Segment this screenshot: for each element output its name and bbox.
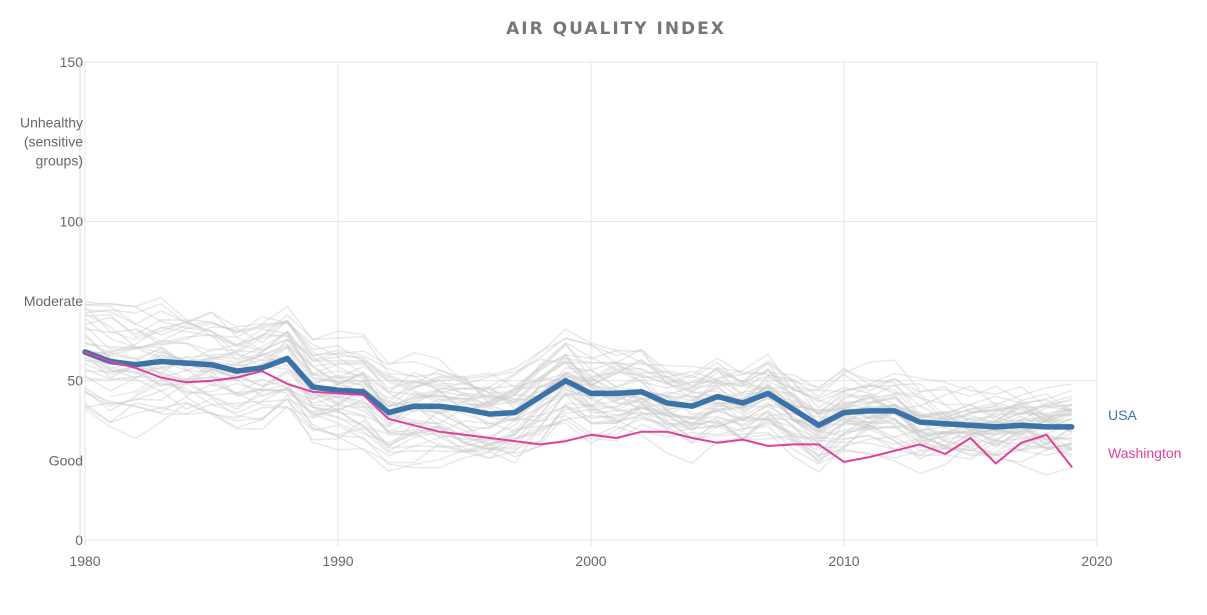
- background-series-line: [84, 389, 1072, 464]
- background-series-line: [84, 314, 1073, 433]
- highlight-series-layer: USA Washington: [82, 349, 1181, 468]
- background-series-line: [84, 331, 1072, 457]
- background-series-line: [84, 305, 1073, 421]
- background-series-line: [135, 361, 1072, 434]
- background-series-line: [84, 313, 1072, 412]
- background-series-line: [84, 342, 1073, 435]
- band-label: Moderate: [24, 293, 83, 309]
- background-series-line: [84, 346, 1072, 440]
- series-label-usa: USA: [1108, 407, 1137, 423]
- background-series-line: [84, 303, 1072, 426]
- band-label: Good: [49, 452, 83, 468]
- background-series-line: [84, 382, 1072, 457]
- y-tick-label: 50: [67, 373, 83, 389]
- x-tick-label: 2020: [1081, 553, 1112, 569]
- axis-layer: 0 50 100 150 1980 1990 2000 2010 2020 Good Moderat…: [20, 54, 1113, 569]
- y-tick-label: 150: [60, 54, 84, 70]
- background-series-line: [84, 316, 1072, 424]
- background-series-line: [135, 320, 1073, 433]
- background-series-line: [84, 386, 1072, 472]
- x-tick-label: 2000: [575, 553, 606, 569]
- background-series-line: [84, 368, 1072, 464]
- background-series-line: [84, 319, 1072, 434]
- background-series-line: [110, 350, 1072, 463]
- background-series-line: [84, 369, 1072, 450]
- background-series-line: [160, 377, 1072, 449]
- background-series-line: [84, 309, 1073, 434]
- background-series-line: [84, 352, 1072, 457]
- band-label: Unhealthy (sensitive groups): [20, 115, 83, 169]
- background-series-line: [84, 326, 1073, 435]
- chart-title: AIR QUALITY INDEX: [506, 19, 726, 39]
- background-series-line: [84, 333, 1072, 434]
- background-series-line: [286, 344, 1073, 424]
- background-series-line: [84, 340, 1072, 451]
- y-tick-label: 0: [75, 532, 83, 548]
- series-line-washington: [84, 351, 1073, 468]
- background-series-line: [84, 296, 1073, 412]
- y-tick-label: 100: [60, 213, 84, 229]
- background-series-line: [135, 379, 1072, 449]
- x-tick-label: 1980: [69, 553, 100, 569]
- background-series-line: [84, 302, 1072, 409]
- background-series-line: [84, 317, 1073, 416]
- background-series-line: [84, 363, 1073, 461]
- background-series-line: [84, 402, 1072, 476]
- background-series-line: [84, 339, 1072, 422]
- x-tick-label: 2010: [828, 553, 859, 569]
- series-label-washington: Washington: [1108, 445, 1181, 461]
- series-line-usa: [82, 349, 1075, 430]
- x-tick-label: 1990: [322, 553, 353, 569]
- background-series-line: [84, 331, 1072, 437]
- grid-layer: [84, 61, 1098, 541]
- background-series-line: [84, 391, 1073, 459]
- background-series-line: [110, 374, 1072, 457]
- background-series-line: [84, 382, 1072, 475]
